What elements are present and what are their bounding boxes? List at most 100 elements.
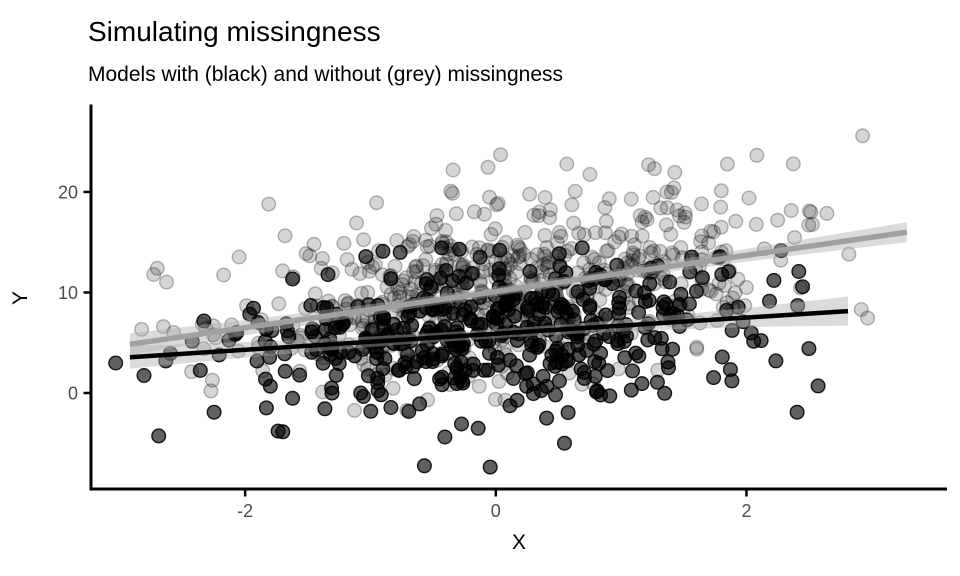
data-point: [438, 263, 454, 279]
data-point: [614, 226, 630, 242]
data-point: [367, 257, 383, 273]
data-point: [630, 251, 646, 267]
data-point: [748, 216, 764, 232]
data-point: [405, 233, 421, 249]
data-point: [482, 189, 498, 205]
data-point: [801, 203, 817, 219]
data-point: [196, 313, 212, 329]
data-point: [415, 258, 431, 274]
data-point: [855, 128, 871, 144]
data-point: [505, 248, 521, 264]
data-point: [455, 375, 471, 391]
data-point: [344, 261, 360, 277]
data-point: [361, 263, 377, 279]
data-point: [526, 207, 542, 223]
data-point: [387, 258, 403, 274]
data-point: [418, 251, 434, 267]
x-axis-ticks: -2 0 2: [237, 489, 751, 521]
data-point: [398, 270, 414, 286]
data-point: [315, 250, 331, 266]
data-point: [713, 219, 729, 235]
data-point: [155, 319, 171, 335]
data-point: [492, 242, 508, 258]
data-point: [713, 183, 729, 199]
data-point: [445, 185, 461, 201]
y-tick-label: 0: [68, 383, 78, 403]
data-point: [409, 264, 425, 280]
data-point: [320, 267, 336, 283]
data-point: [678, 209, 694, 225]
regression-line: [129, 308, 849, 360]
data-point: [660, 354, 676, 370]
data-point: [634, 376, 650, 392]
data-point: [306, 236, 322, 252]
data-point: [275, 263, 291, 279]
x-tick-label: 0: [491, 501, 501, 521]
data-point: [597, 200, 613, 216]
data-point: [574, 240, 590, 256]
data-point: [853, 302, 869, 318]
data-point: [860, 310, 876, 326]
data-point: [336, 235, 352, 251]
data-point: [403, 281, 419, 297]
data-point: [360, 284, 376, 300]
data-point: [394, 277, 410, 293]
data-point: [409, 258, 425, 274]
data-point: [625, 245, 641, 261]
regression-smooth-layer: [129, 222, 908, 369]
data-point: [277, 228, 293, 244]
data-point: [573, 361, 589, 377]
data-point: [510, 249, 526, 265]
data-point: [673, 240, 689, 256]
data-point: [505, 371, 521, 387]
data-point: [625, 252, 641, 268]
data-point: [341, 345, 357, 361]
data-point: [681, 296, 697, 312]
data-point: [192, 362, 208, 378]
data-point: [151, 428, 167, 444]
data-point: [623, 382, 639, 398]
data-point: [623, 191, 639, 207]
data-point: [476, 362, 492, 378]
data-point: [298, 246, 314, 262]
data-point: [406, 228, 422, 244]
regression-line: [129, 229, 908, 348]
data-point: [663, 184, 679, 200]
data-point: [706, 224, 722, 240]
data-point: [689, 283, 705, 299]
data-point: [335, 315, 351, 331]
data-point: [741, 190, 757, 206]
data-point: [749, 147, 765, 163]
x-tick-label: -2: [237, 501, 253, 521]
data-point: [285, 390, 301, 406]
data-point: [599, 243, 615, 259]
data-point: [789, 404, 805, 420]
data-point: [601, 191, 617, 207]
data-point: [659, 184, 675, 200]
data-point: [204, 372, 220, 388]
data-point: [643, 245, 659, 261]
data-point: [665, 247, 681, 263]
data-point: [531, 204, 547, 220]
data-point: [508, 264, 524, 280]
data-point: [408, 259, 424, 275]
data-point: [525, 386, 541, 402]
data-point: [634, 214, 650, 230]
data-point: [365, 259, 381, 275]
data-point: [652, 243, 668, 259]
data-point: [339, 251, 355, 267]
data-point: [706, 370, 722, 386]
data-point: [587, 225, 603, 241]
data-point: [642, 239, 658, 255]
data-point: [512, 248, 528, 264]
data-point: [303, 298, 319, 314]
data-point: [713, 199, 729, 215]
data-point: [701, 282, 717, 298]
data-point: [728, 213, 744, 229]
data-point: [783, 202, 799, 218]
data-point: [766, 272, 782, 288]
data-point: [627, 237, 643, 253]
data-point: [787, 230, 803, 246]
data-point: [158, 274, 174, 290]
data-point: [795, 279, 811, 295]
